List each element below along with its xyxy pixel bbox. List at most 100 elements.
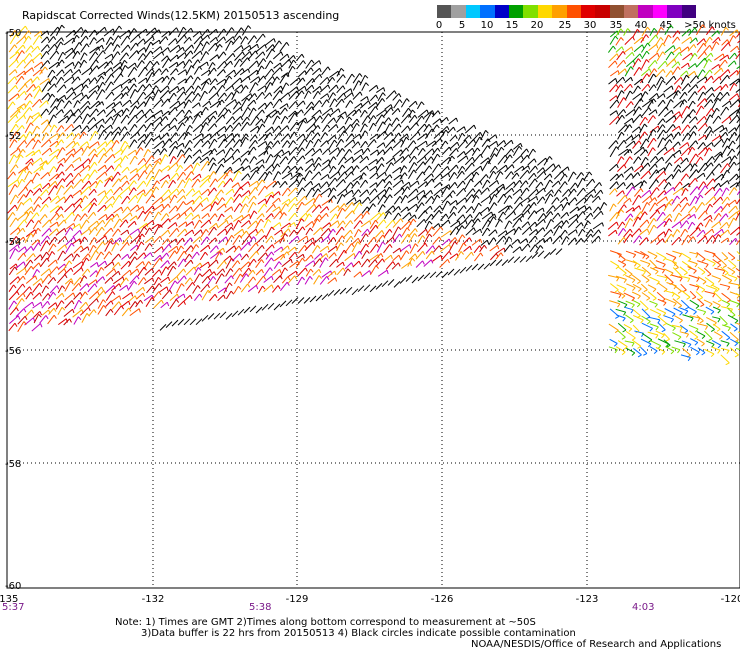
wind-barb [119, 186, 130, 196]
wind-barb [98, 213, 107, 221]
colorbar-swatch [667, 5, 682, 18]
wind-barb [255, 118, 262, 126]
wind-barb [265, 226, 273, 238]
wind-barb [320, 187, 331, 196]
wind-barb [95, 37, 104, 44]
wind-barb-flag [224, 107, 228, 112]
wind-barb-flag [305, 267, 308, 272]
wind-barb [609, 203, 614, 212]
wind-barb-flag [287, 245, 290, 250]
wind-barb [377, 269, 388, 277]
wind-barb-flag [214, 294, 218, 298]
wind-barb [367, 236, 375, 245]
wind-barb-flag [653, 73, 657, 78]
wind-barb [672, 90, 679, 99]
wind-barb [736, 209, 740, 213]
wind-barb [618, 148, 628, 156]
wind-barb [272, 206, 280, 213]
wind-barb-flag [60, 76, 65, 81]
wind-barb-flag [296, 90, 300, 95]
wind-barb [113, 276, 124, 285]
wind-barb-flag [509, 244, 513, 249]
wind-barb [649, 155, 656, 163]
wind-barb-flag [124, 59, 128, 64]
wind-barb [449, 237, 456, 245]
wind-barb [407, 203, 417, 212]
wind-barb-flag [143, 47, 147, 52]
wind-barb [7, 204, 16, 214]
wind-barb [193, 229, 202, 237]
wind-barb [33, 30, 42, 37]
wind-barb [561, 236, 568, 246]
wind-barb [680, 220, 687, 229]
wind-barb [16, 267, 26, 275]
wind-barb-flag [71, 180, 74, 185]
wind-barb [160, 213, 167, 221]
wind-barb-flag [169, 289, 173, 294]
wind-barb [80, 52, 85, 61]
wind-barb [377, 189, 386, 197]
wind-barb-flag [124, 126, 128, 131]
wind-barb [128, 105, 136, 116]
wind-barb-flag [655, 179, 659, 183]
wind-barb-flag [206, 197, 209, 202]
wind-barb-flag [215, 110, 218, 115]
wind-barb [648, 52, 658, 61]
wind-barb-flag [375, 219, 379, 224]
wind-barb [264, 141, 271, 150]
wind-barb-flag [14, 139, 18, 143]
wind-barb [112, 113, 119, 125]
wind-barb-flag [654, 163, 658, 168]
wind-barb [9, 194, 17, 205]
wind-barb-flag [40, 278, 44, 283]
wind-barb [193, 273, 201, 283]
wind-barb [657, 93, 664, 100]
wind-barb-flag [159, 235, 163, 241]
wind-barb [441, 146, 450, 155]
wind-barb-flag [673, 58, 677, 63]
wind-barb [176, 34, 185, 45]
wind-barb [129, 131, 139, 140]
wind-barb-flag [24, 267, 27, 273]
wind-barb-flag [639, 53, 643, 58]
wind-barb [728, 205, 737, 214]
wind-barb-flag [692, 236, 696, 241]
wind-barb-flag [255, 220, 259, 225]
wind-barb-flag [95, 108, 99, 113]
wind-barb [25, 150, 34, 158]
wind-barb-flag [47, 119, 50, 124]
wind-barb [313, 227, 322, 236]
wind-barb [551, 197, 558, 205]
wind-barb [177, 250, 185, 262]
wind-barb [687, 236, 694, 244]
wind-barb [712, 234, 719, 244]
wind-barb-flag [693, 131, 697, 135]
wind-barb [183, 154, 190, 164]
wind-barb-flag [81, 83, 84, 88]
wind-barb [369, 188, 376, 196]
wind-barb-flag [734, 52, 738, 57]
wind-barb [615, 37, 622, 46]
wind-barb [223, 60, 232, 69]
wind-barb [207, 171, 215, 181]
wind-barb [208, 42, 216, 52]
wind-barb [609, 146, 617, 158]
wind-barb-flag [406, 227, 410, 232]
wind-barb [712, 182, 720, 190]
wind-barb-flag [199, 173, 202, 178]
wind-barb-flag [664, 146, 668, 151]
wind-barb [456, 214, 464, 222]
wind-barb [287, 187, 297, 197]
wind-barb [344, 156, 353, 164]
wind-barb [175, 154, 184, 164]
wind-barb-flag [301, 109, 304, 114]
wind-barb [673, 181, 681, 190]
wind-barb [255, 109, 263, 118]
wind-barb [663, 218, 670, 227]
wind-barb [233, 245, 240, 253]
wind-barb [625, 140, 635, 148]
wind-barb [327, 245, 337, 253]
wind-barb [344, 165, 353, 174]
wind-barb-flag [428, 220, 433, 225]
wind-barb-flag [558, 180, 561, 185]
